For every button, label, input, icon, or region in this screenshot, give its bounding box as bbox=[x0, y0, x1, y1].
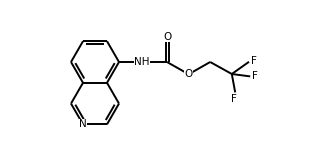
Text: F: F bbox=[251, 56, 257, 66]
Text: N: N bbox=[79, 119, 87, 129]
Text: O: O bbox=[163, 32, 171, 42]
Text: F: F bbox=[252, 71, 258, 81]
Text: NH: NH bbox=[134, 57, 150, 67]
Text: O: O bbox=[185, 69, 193, 79]
Text: F: F bbox=[231, 94, 237, 104]
